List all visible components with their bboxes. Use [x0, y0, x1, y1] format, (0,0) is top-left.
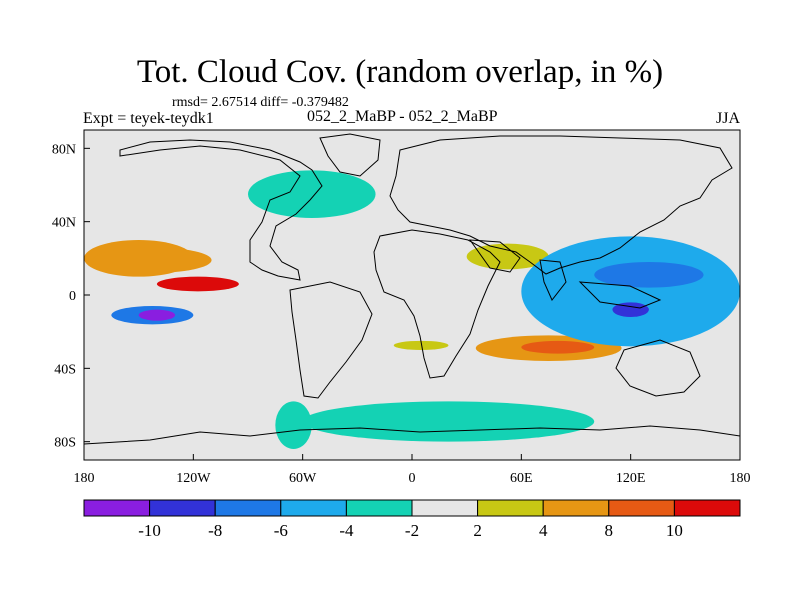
- colorbar-label: 2: [473, 521, 482, 540]
- colorbar-swatch: [673, 499, 741, 517]
- colorbar-swatch: [477, 499, 544, 517]
- anomaly-region-1: [93, 247, 212, 273]
- anomaly-region-10: [594, 262, 704, 288]
- anomaly-region-12: [248, 170, 376, 219]
- colorbar-label: -2: [405, 521, 419, 540]
- south-america-outline: [289, 281, 373, 399]
- anomaly-region-14: [302, 401, 595, 442]
- colorbar-swatch: [149, 499, 216, 517]
- colorbar-swatch: [608, 499, 675, 517]
- southeast-asia-islands-outline: [578, 281, 662, 309]
- y-tick-label: 0: [69, 289, 76, 304]
- figure-title: Tot. Cloud Cov. (random overlap, in %): [136, 54, 664, 90]
- colorbar-label: 10: [666, 521, 683, 540]
- y-tick-label: 40N: [52, 216, 76, 231]
- colorbar-label: 4: [539, 521, 548, 540]
- australia-outline: [615, 339, 701, 397]
- anomaly-region-6: [393, 340, 449, 350]
- anomaly-region-9: [521, 236, 740, 347]
- x-tick-label: 120E: [616, 471, 646, 486]
- eurasia-outline: [389, 135, 733, 275]
- antarctica-outline: [84, 425, 740, 445]
- colorbar: -10 -8 -6 -4 -2 2 4 8 10: [83, 499, 741, 540]
- x-tick-label: 180: [730, 471, 751, 486]
- north-america-outline: [119, 139, 323, 281]
- season-label: JJA: [716, 110, 741, 127]
- colorbar-swatch: [83, 499, 151, 517]
- colorbar-swatch: [280, 499, 347, 517]
- colorbar-label: -10: [138, 521, 161, 540]
- case-label: 052_2_MaBP - 052_2_MaBP: [307, 108, 498, 125]
- anomaly-region-13: [275, 401, 312, 449]
- coastline-outlines: [84, 133, 740, 445]
- colorbar-label: 8: [605, 521, 614, 540]
- y-tick-label: 80S: [54, 436, 76, 451]
- x-tick-label: 120W: [176, 471, 211, 486]
- colorbar-label: -4: [339, 521, 354, 540]
- anomaly-region-2: [156, 276, 239, 292]
- x-tick-label: 60E: [510, 471, 533, 486]
- colorbar-swatch: [411, 499, 479, 517]
- greenland-outline: [319, 133, 381, 177]
- y-tick-label: 40S: [54, 362, 76, 377]
- x-tick-label: 180: [74, 471, 95, 486]
- x-tick-label: 0: [409, 471, 416, 486]
- anomaly-region-8: [521, 340, 595, 354]
- y-tick-label: 80N: [52, 142, 76, 157]
- experiment-label: Expt = teyek-teydk1: [83, 110, 214, 127]
- colorbar-swatch: [542, 499, 610, 517]
- colorbar-swatch: [214, 499, 282, 517]
- anomaly-region-4: [138, 309, 176, 321]
- x-axis-ticks: 180 120W 60W 0 60E 120E 180: [74, 454, 751, 486]
- colorbar-label: -8: [208, 521, 222, 540]
- arabia-outline: [468, 239, 521, 273]
- x-tick-label: 60W: [289, 471, 317, 486]
- anomaly-regions: [84, 170, 740, 449]
- anomaly-region-11: [612, 302, 649, 317]
- india-outline: [539, 259, 567, 301]
- stats-text: rmsd= 2.67514 diff= -0.379482: [172, 95, 349, 110]
- y-axis-ticks: 80N 40N 0 40S 80S: [52, 142, 90, 451]
- colorbar-swatch: [345, 499, 413, 517]
- colorbar-label: -6: [274, 521, 288, 540]
